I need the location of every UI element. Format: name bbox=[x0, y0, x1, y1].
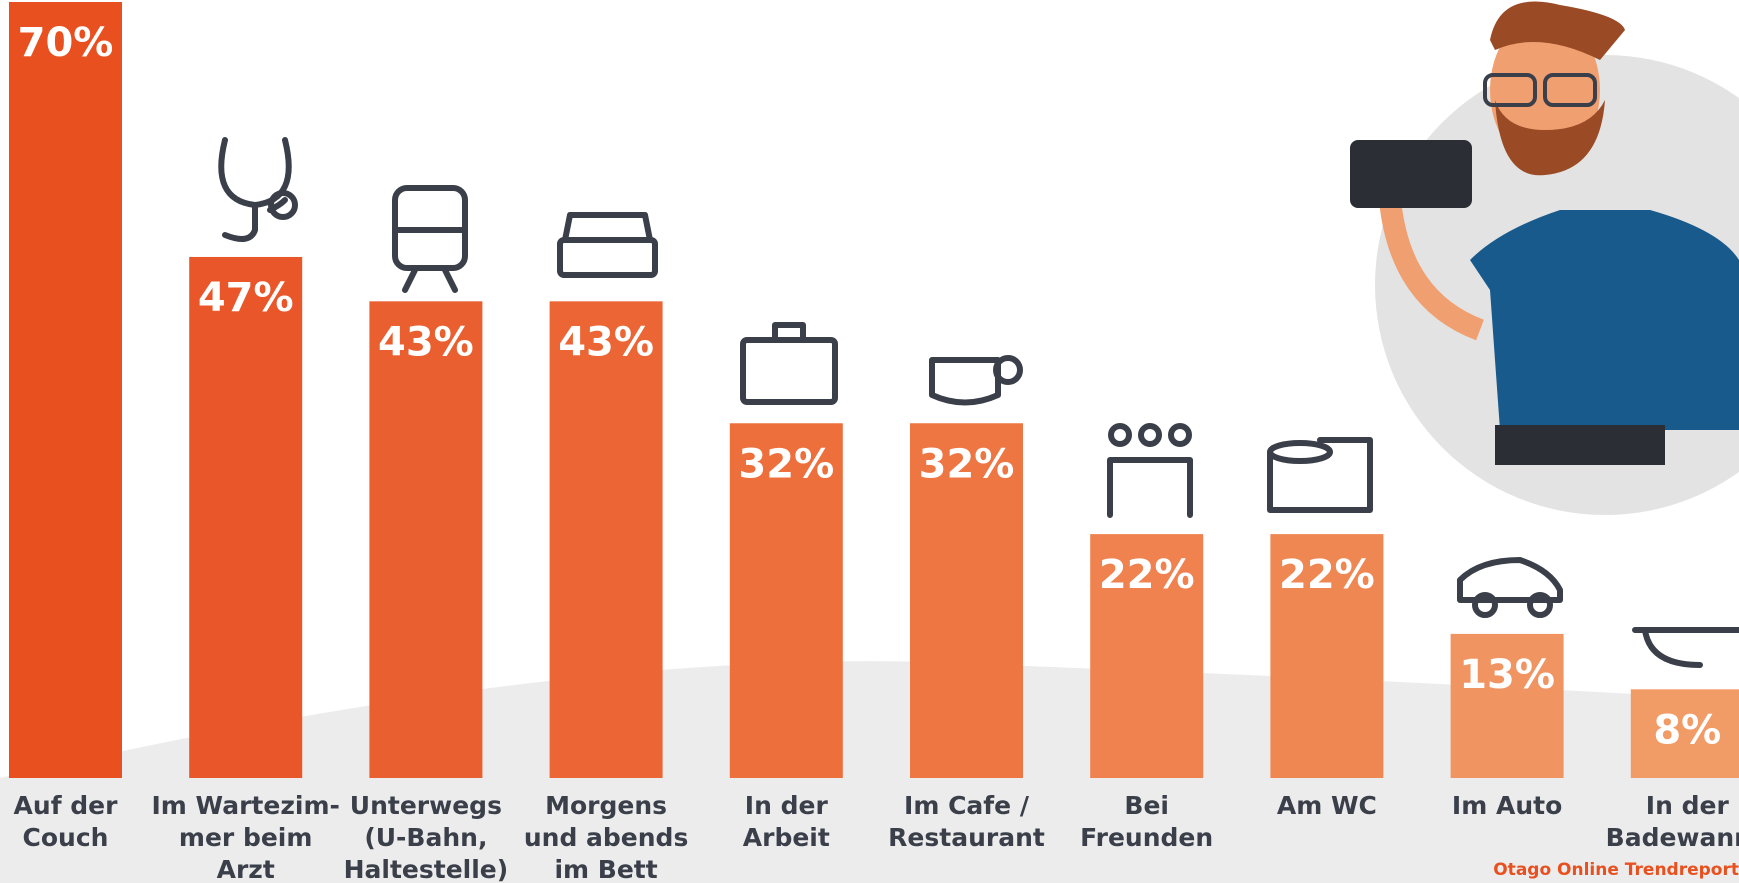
value-label: 70% bbox=[18, 20, 114, 66]
value-label: 43% bbox=[378, 319, 474, 365]
value-label: 22% bbox=[1279, 552, 1375, 598]
category-label: Morgens und abends im Bett bbox=[506, 790, 706, 883]
value-label: 13% bbox=[1459, 652, 1555, 698]
category-label: Unterwegs (U-Bahn, Haltestelle) bbox=[326, 790, 526, 883]
value-label: 8% bbox=[1653, 707, 1721, 753]
bar bbox=[550, 301, 663, 778]
value-label: 43% bbox=[558, 319, 654, 365]
category-label: Im Auto bbox=[1407, 790, 1607, 822]
category-label: Bei Freunden bbox=[1047, 790, 1247, 854]
category-label: Am WC bbox=[1227, 790, 1427, 822]
category-label: In der Badewanne bbox=[1587, 790, 1739, 854]
category-label: Auf der Couch bbox=[0, 790, 166, 854]
value-label: 22% bbox=[1099, 552, 1195, 598]
category-label: In der Arbeit bbox=[686, 790, 886, 854]
value-label: 32% bbox=[738, 441, 834, 487]
category-label: Im Cafe / Restaurant bbox=[867, 790, 1067, 854]
chart-canvas: 70% 47% 43% 43% 32% 32% 22% 22% 13% 8% bbox=[0, 0, 1739, 883]
value-label: 47% bbox=[198, 275, 294, 321]
chart: 70% 47% 43% 43% 32% 32% 22% 22% 13% 8% Otago Onli… bbox=[0, 0, 1739, 883]
bar bbox=[189, 257, 302, 778]
page: 70% 47% 43% 43% 32% 32% 22% 22% 13% 8% Otago Onli… bbox=[0, 0, 1739, 883]
value-label: 32% bbox=[919, 441, 1015, 487]
source: Otago Online Trendreport bbox=[1493, 860, 1739, 880]
bar bbox=[9, 2, 122, 778]
category-label: Im Wartezim- mer beim Arzt / am Amt etc. bbox=[146, 790, 346, 883]
bar bbox=[369, 301, 482, 778]
